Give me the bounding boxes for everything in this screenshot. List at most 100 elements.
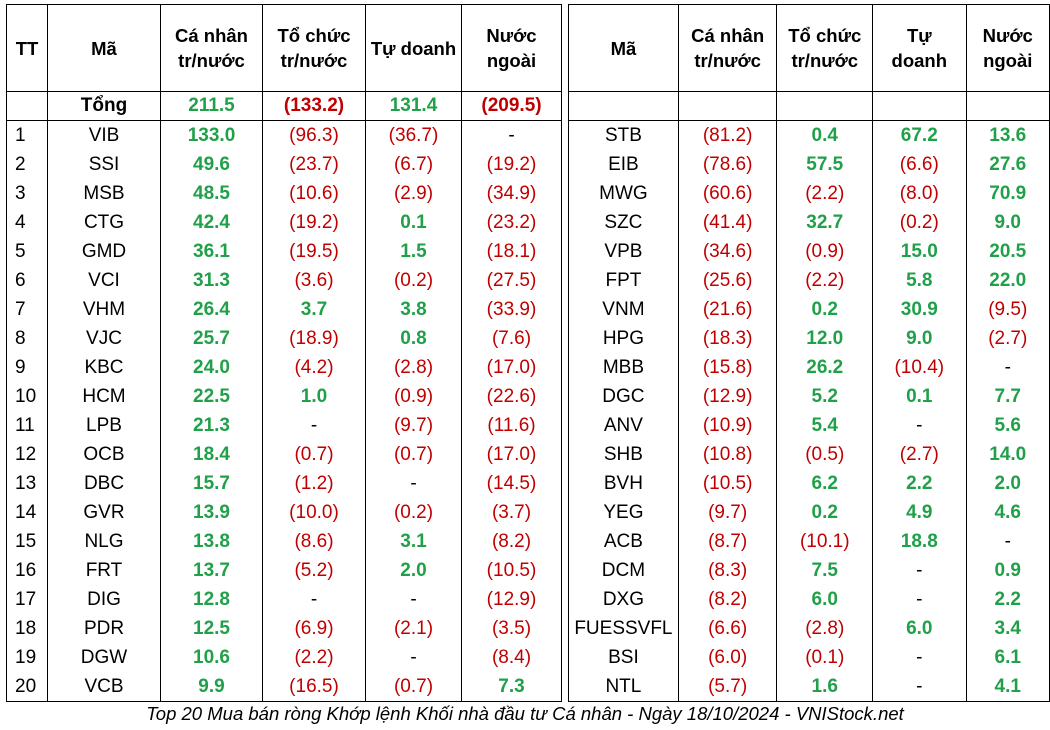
value-tu-doanh: - [872, 556, 967, 585]
header-ma-right: Mã [568, 4, 679, 92]
header-tu-doanh-right: Tự doanh [872, 4, 967, 92]
table-row: YEG (9.7) 0.2 4.9 4.6 [568, 498, 1050, 527]
table-row: 2 SSI 49.6 (23.7) (6.7) (19.2) [6, 150, 562, 179]
value-ca-nhan: (10.5) [677, 469, 778, 498]
value-nuoc-ngoai: (8.4) [461, 643, 562, 672]
value-tu-doanh: 0.8 [365, 324, 462, 353]
value-nuoc-ngoai: (2.7) [965, 324, 1050, 353]
value-nuoc-ngoai: (3.5) [461, 614, 562, 643]
ticker-code: FUESSVFL [568, 614, 679, 643]
table-row: DCM (8.3) 7.5-0.9 [568, 556, 1050, 585]
value-ca-nhan: (78.6) [677, 150, 778, 179]
value-tu-doanh: (10.4) [872, 353, 967, 382]
value-to-chuc: (2.2) [776, 266, 874, 295]
value-nuoc-ngoai: 5.6 [965, 411, 1050, 440]
value-ca-nhan: 48.5 [160, 179, 263, 208]
value-to-chuc: (8.6) [262, 527, 366, 556]
value-ca-nhan: 10.6 [160, 643, 263, 672]
ticker-code: PDR [47, 614, 161, 643]
value-to-chuc: 12.0 [776, 324, 874, 353]
value-nuoc-ngoai: (22.6) [461, 382, 562, 411]
total-row: Tổng 211.5 (133.2) 131.4 (209.5) [6, 91, 562, 121]
ticker-code: MWG [568, 179, 679, 208]
value-tu-doanh: (0.9) [365, 382, 462, 411]
row-index: 17 [6, 585, 48, 614]
value-nuoc-ngoai: (17.0) [461, 440, 562, 469]
value-nuoc-ngoai: 20.5 [965, 237, 1050, 266]
value-nuoc-ngoai: (11.6) [461, 411, 562, 440]
value-tu-doanh: (8.0) [872, 179, 967, 208]
table-row: MWG (60.6) (2.2) (8.0) 70.9 [568, 179, 1050, 208]
value-tu-doanh: 3.1 [365, 527, 462, 556]
total-right-cell [965, 91, 1050, 121]
value-nuoc-ngoai: (14.5) [461, 469, 562, 498]
ticker-code: DCM [568, 556, 679, 585]
value-to-chuc: (0.1) [776, 643, 874, 672]
value-to-chuc: (0.9) [776, 237, 874, 266]
value-nuoc-ngoai: 2.2 [965, 585, 1050, 614]
table-row: 11 LPB 21.3- (9.7) (11.6) [6, 411, 562, 440]
value-ca-nhan: 42.4 [160, 208, 263, 237]
value-to-chuc: (10.1) [776, 527, 874, 556]
value-nuoc-ngoai: 14.0 [965, 440, 1050, 469]
value-to-chuc: (2.2) [776, 179, 874, 208]
row-index: 15 [6, 527, 48, 556]
value-tu-doanh: 9.0 [872, 324, 967, 353]
value-ca-nhan: (60.6) [677, 179, 778, 208]
table-row: 7 VHM 26.4 3.7 3.8 (33.9) [6, 295, 562, 324]
row-index: 14 [6, 498, 48, 527]
table-row: BSI (6.0) (0.1) -6.1 [568, 643, 1050, 672]
row-index: 6 [6, 266, 48, 295]
value-tu-doanh: (0.2) [365, 266, 462, 295]
value-nuoc-ngoai: 27.6 [965, 150, 1050, 179]
value-ca-nhan: (25.6) [677, 266, 778, 295]
ticker-code: DGC [568, 382, 679, 411]
total-row-right [568, 91, 1050, 121]
table-row: 8 VJC 25.7 (18.9) 0.8 (7.6) [6, 324, 562, 353]
value-ca-nhan: (8.2) [677, 585, 778, 614]
table-row: MBB (15.8) 26.2 (10.4) - [568, 353, 1050, 382]
value-nuoc-ngoai: (12.9) [461, 585, 562, 614]
ticker-code: EIB [568, 150, 679, 179]
value-nuoc-ngoai: 9.0 [965, 208, 1050, 237]
value-ca-nhan: (18.3) [677, 324, 778, 353]
value-tu-doanh: (0.7) [365, 440, 462, 469]
value-ca-nhan: (8.7) [677, 527, 778, 556]
table-row: FUESSVFL (6.6) (2.8) 6.0 3.4 [568, 614, 1050, 643]
value-tu-doanh: 0.1 [365, 208, 462, 237]
header-nuoc-ngoai: Nước ngoài [461, 4, 562, 92]
value-ca-nhan: 13.8 [160, 527, 263, 556]
table-row: FPT (25.6) (2.2) 5.8 22.0 [568, 266, 1050, 295]
value-nuoc-ngoai: 7.7 [965, 382, 1050, 411]
table-row: SZC (41.4) 32.7 (0.2) 9.0 [568, 208, 1050, 237]
value-nuoc-ngoai: (8.2) [461, 527, 562, 556]
value-ca-nhan: (41.4) [677, 208, 778, 237]
value-to-chuc: (19.5) [262, 237, 366, 266]
value-to-chuc: 6.2 [776, 469, 874, 498]
value-nuoc-ngoai: (9.5) [965, 295, 1050, 324]
value-nuoc-ngoai: 6.1 [965, 643, 1050, 672]
value-ca-nhan: 133.0 [160, 120, 263, 150]
ticker-code: SHB [568, 440, 679, 469]
total-label: Tổng [47, 91, 161, 121]
value-to-chuc: (0.5) [776, 440, 874, 469]
value-tu-doanh: 2.2 [872, 469, 967, 498]
value-to-chuc: (0.7) [262, 440, 366, 469]
row-index: 18 [6, 614, 48, 643]
value-tu-doanh: 2.0 [365, 556, 462, 585]
ticker-code: DXG [568, 585, 679, 614]
value-tu-doanh: 1.5 [365, 237, 462, 266]
ticker-code: DBC [47, 469, 161, 498]
table-row: VNM (21.6) 0.2 30.9 (9.5) [568, 295, 1050, 324]
table-row: 5 GMD 36.1 (19.5) 1.5 (18.1) [6, 237, 562, 266]
value-nuoc-ngoai: 4.6 [965, 498, 1050, 527]
value-tu-doanh: 18.8 [872, 527, 967, 556]
ticker-code: KBC [47, 353, 161, 382]
value-tu-doanh: - [365, 469, 462, 498]
table-row: BVH (10.5) 6.2 2.2 2.0 [568, 469, 1050, 498]
ticker-code: VCB [47, 672, 161, 702]
value-to-chuc: (23.7) [262, 150, 366, 179]
value-nuoc-ngoai: - [461, 120, 562, 150]
ticker-code: YEG [568, 498, 679, 527]
ticker-code: MBB [568, 353, 679, 382]
